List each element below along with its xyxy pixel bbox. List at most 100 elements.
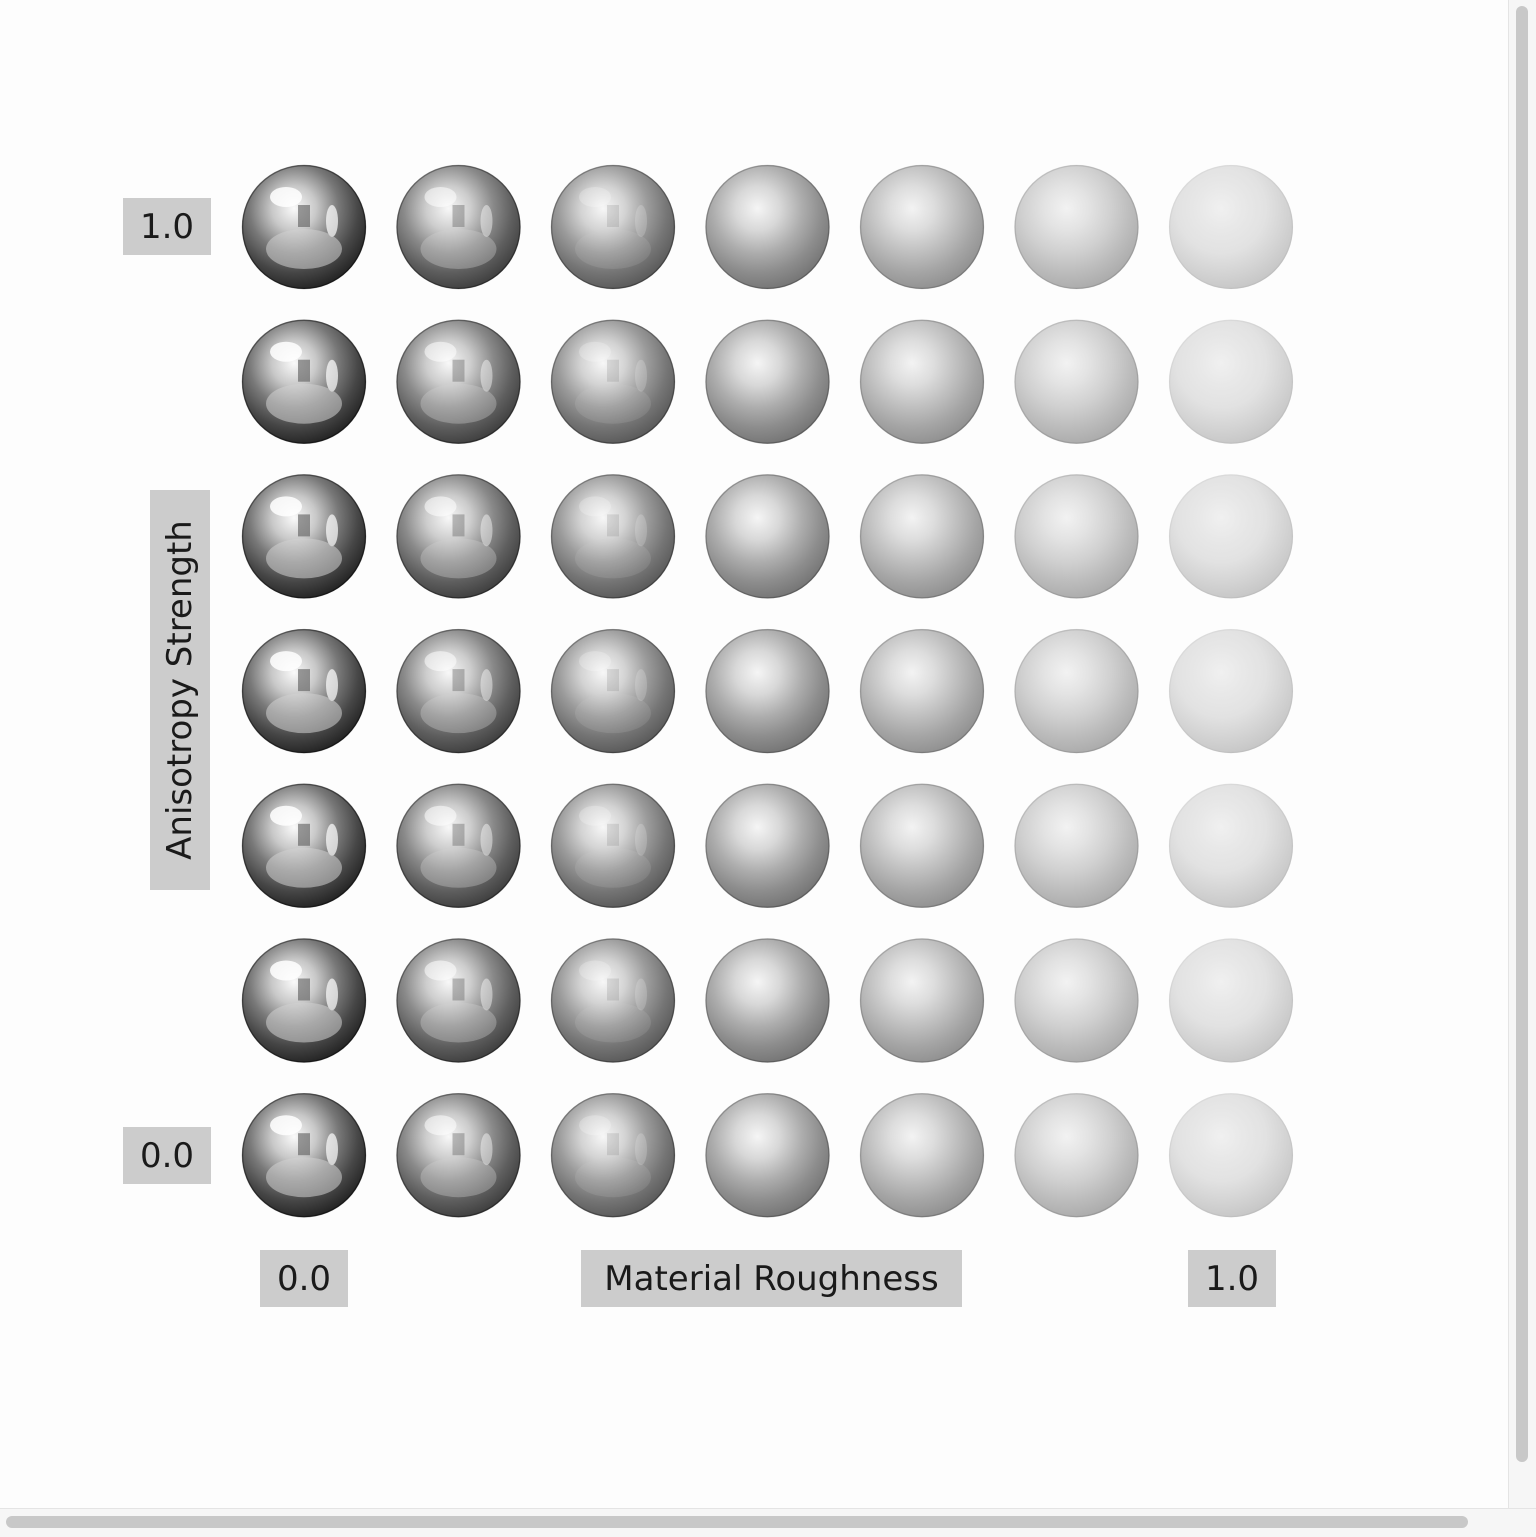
material-sphere (705, 319, 830, 444)
material-sphere (1168, 319, 1294, 444)
sphere-reflection (298, 205, 310, 227)
sphere-highlight (635, 669, 647, 702)
sphere-body (860, 629, 984, 754)
horizontal-scrollbar-thumb[interactable] (6, 1516, 1468, 1528)
sphere-rim (859, 319, 985, 444)
material-sphere (241, 164, 367, 290)
material-sphere (1168, 164, 1294, 290)
sphere-rim (241, 783, 367, 909)
sphere-highlight (270, 960, 302, 981)
y-axis-min-label: 0.0 (123, 1127, 211, 1184)
sphere-highlight (270, 187, 302, 207)
sphere-reflection (607, 514, 619, 537)
sphere-rim (705, 783, 830, 909)
material-sphere (859, 1092, 985, 1218)
material-sphere (241, 938, 367, 1063)
sphere-highlight (635, 514, 647, 547)
sphere-highlight (326, 978, 338, 1011)
sphere-rim (550, 783, 676, 909)
sphere-rim (396, 628, 521, 754)
sphere-highlight (480, 669, 493, 702)
material-sphere (396, 164, 521, 290)
sphere-reflection (298, 978, 310, 1001)
sphere-reflection (607, 978, 619, 1001)
render-viewport: 1.0 Anisotropy Strength 0.0 0.0 Material… (123, 164, 1294, 1307)
sphere-highlight (270, 651, 302, 672)
sphere-rim (550, 628, 676, 754)
sphere-rim (1168, 783, 1294, 909)
sphere-body (1169, 474, 1293, 599)
material-sphere (396, 319, 521, 444)
sphere-highlight (270, 496, 302, 517)
sphere-rim (241, 938, 367, 1063)
sphere-highlight (579, 651, 611, 672)
sphere-rim (396, 319, 521, 444)
sphere-highlight (424, 187, 457, 207)
sphere-rim (241, 1092, 367, 1218)
sphere-reflection (575, 1002, 651, 1043)
sphere-reflection (607, 359, 619, 382)
sphere-reflection (607, 823, 619, 846)
material-sphere (859, 474, 985, 599)
sphere-highlight (326, 514, 338, 547)
material-sphere (550, 319, 676, 444)
material-sphere (1168, 1092, 1294, 1218)
sphere-rim (550, 164, 676, 290)
sphere-body (1169, 165, 1293, 289)
material-sphere (859, 319, 985, 444)
sphere-highlight (270, 805, 302, 826)
sphere-reflection (575, 693, 651, 734)
sphere-rim (705, 319, 830, 444)
material-sphere (396, 783, 521, 909)
sphere-rim (1168, 164, 1294, 290)
material-sphere (859, 164, 985, 290)
sphere-reflection (420, 538, 497, 579)
sphere-rim (396, 474, 521, 599)
material-sphere (1168, 474, 1294, 599)
sphere-rim (241, 628, 367, 754)
sphere-highlight (424, 805, 457, 826)
sphere-body (1014, 629, 1139, 754)
sphere-body (860, 474, 984, 599)
sphere-rim (859, 628, 985, 754)
sphere-highlight (424, 1115, 457, 1136)
sphere-highlight (480, 359, 493, 392)
sphere-reflection (452, 978, 465, 1001)
material-sphere (705, 628, 830, 754)
sphere-body (1169, 629, 1293, 754)
x-axis-title: Material Roughness (581, 1250, 962, 1307)
sphere-rim (1014, 783, 1139, 909)
sphere-body (860, 783, 984, 908)
sphere-body (551, 165, 675, 289)
sphere-reflection (452, 823, 465, 846)
sphere-grid (241, 164, 1294, 1218)
sphere-highlight (326, 359, 338, 392)
sphere-body (1014, 783, 1139, 908)
sphere-highlight (326, 669, 338, 702)
sphere-rim (859, 1092, 985, 1218)
material-sphere (241, 319, 367, 444)
sphere-highlight (635, 978, 647, 1011)
material-sphere (550, 938, 676, 1063)
sphere-body (1014, 165, 1139, 289)
material-sphere (705, 938, 830, 1063)
sphere-reflection (298, 514, 310, 537)
vertical-scrollbar-thumb[interactable] (1516, 6, 1528, 1462)
material-sphere (859, 938, 985, 1063)
sphere-reflection (607, 1133, 619, 1156)
sphere-reflection (420, 693, 497, 734)
sphere-rim (396, 164, 521, 290)
material-sphere (550, 164, 676, 290)
sphere-reflection (452, 205, 465, 227)
sphere-highlight (579, 187, 611, 207)
sphere-reflection (266, 693, 342, 734)
sphere-rim (705, 474, 830, 599)
sphere-highlight (579, 341, 611, 362)
sphere-rim (705, 938, 830, 1063)
sphere-rim (1168, 319, 1294, 444)
sphere-body (551, 474, 675, 599)
sphere-highlight (424, 960, 457, 981)
sphere-highlight (635, 823, 647, 856)
sphere-rim (1168, 628, 1294, 754)
sphere-reflection (420, 229, 497, 269)
